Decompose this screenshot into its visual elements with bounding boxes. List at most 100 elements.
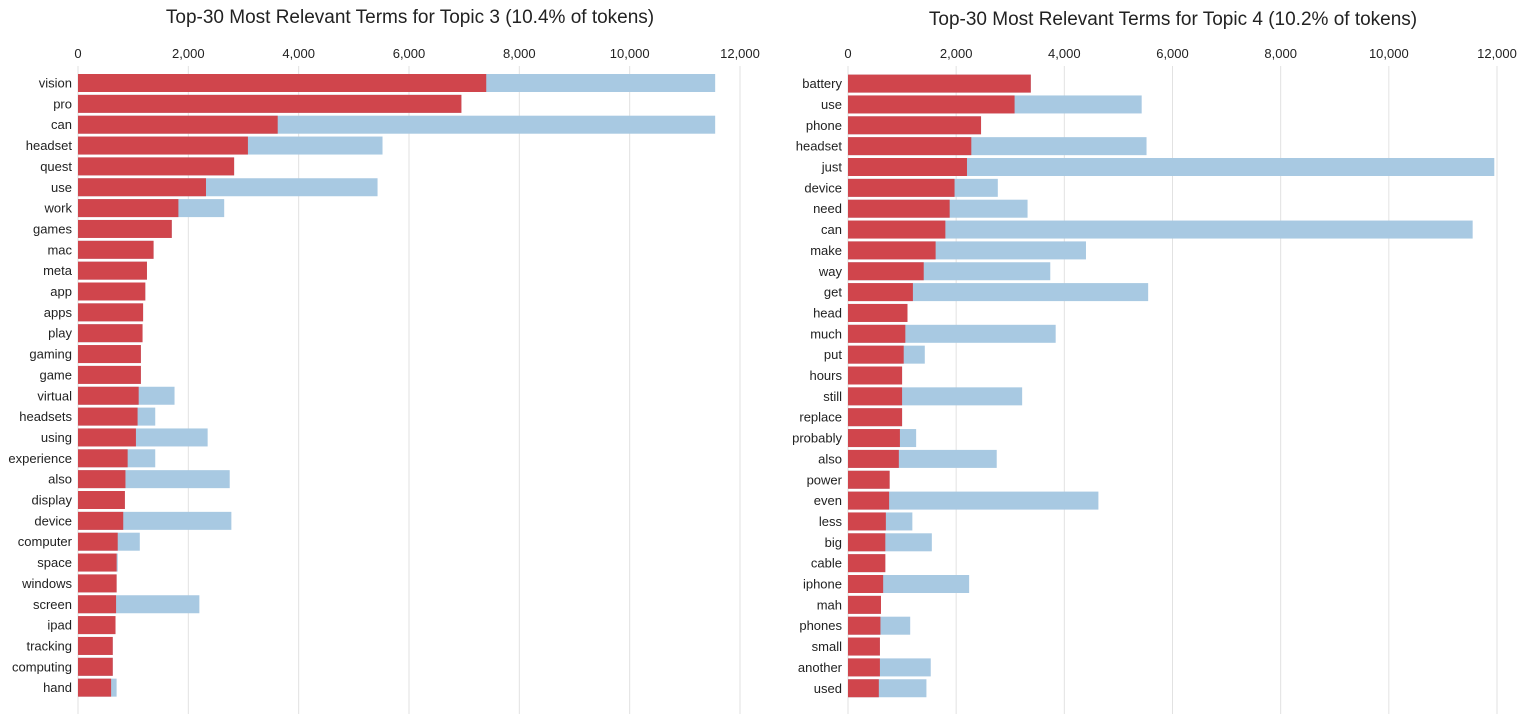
term-label[interactable]: phone — [806, 118, 842, 133]
topic-frequency-bar[interactable] — [848, 429, 900, 448]
topic-frequency-bar[interactable] — [848, 199, 950, 218]
topic-frequency-bar[interactable] — [78, 178, 206, 197]
topic-frequency-bar[interactable] — [848, 74, 1031, 93]
term-label[interactable]: pro — [53, 96, 72, 111]
term-label[interactable]: display — [32, 493, 73, 508]
term-label[interactable]: games — [33, 221, 73, 236]
topic-frequency-bar[interactable] — [78, 282, 146, 301]
topic-frequency-bar[interactable] — [78, 491, 125, 509]
term-label[interactable]: work — [44, 201, 73, 216]
term-label[interactable]: still — [823, 389, 842, 404]
topic-frequency-bar[interactable] — [78, 595, 117, 614]
term-label[interactable]: battery — [802, 76, 842, 91]
term-label[interactable]: ipad — [47, 618, 72, 633]
topic-frequency-bar[interactable] — [848, 324, 906, 343]
term-label[interactable]: much — [810, 326, 842, 341]
topic-frequency-bar[interactable] — [848, 470, 890, 489]
topic-frequency-bar[interactable] — [848, 616, 881, 635]
term-label[interactable]: big — [825, 535, 842, 550]
topic-frequency-bar[interactable] — [848, 658, 880, 677]
topic-frequency-bar[interactable] — [78, 449, 128, 468]
topic-frequency-bar[interactable] — [78, 240, 154, 259]
term-label[interactable]: space — [37, 555, 72, 570]
topic-frequency-bar[interactable] — [848, 303, 908, 322]
topic-frequency-bar[interactable] — [78, 657, 113, 676]
term-label[interactable]: app — [50, 284, 72, 299]
topic-frequency-bar[interactable] — [78, 345, 141, 364]
term-label[interactable]: experience — [8, 451, 72, 466]
topic-frequency-bar[interactable] — [848, 533, 886, 552]
term-label[interactable]: gaming — [29, 347, 72, 362]
overall-frequency-bar[interactable] — [848, 158, 1495, 176]
topic-frequency-bar[interactable] — [78, 553, 117, 572]
topic-frequency-bar[interactable] — [848, 449, 899, 468]
term-label[interactable]: tracking — [26, 638, 72, 653]
term-label[interactable]: replace — [799, 410, 842, 425]
topic-frequency-bar[interactable] — [848, 387, 903, 406]
topic-frequency-bar[interactable] — [848, 575, 884, 593]
topic-frequency-bar[interactable] — [78, 115, 278, 134]
topic-frequency-bar[interactable] — [848, 679, 879, 698]
term-label[interactable]: cable — [811, 556, 842, 571]
topic-frequency-bar[interactable] — [848, 512, 886, 531]
topic-frequency-bar[interactable] — [848, 95, 1015, 114]
topic-frequency-bar[interactable] — [848, 158, 967, 176]
term-label[interactable]: headset — [26, 138, 73, 153]
topic-frequency-bar[interactable] — [78, 324, 143, 343]
topic-frequency-bar[interactable] — [78, 199, 179, 218]
topic-frequency-bar[interactable] — [78, 303, 144, 322]
term-label[interactable]: windows — [21, 576, 72, 591]
term-label[interactable]: just — [821, 160, 843, 175]
topic-frequency-bar[interactable] — [78, 470, 126, 489]
term-label[interactable]: power — [807, 472, 843, 487]
topic-frequency-bar[interactable] — [848, 262, 924, 281]
overall-frequency-bar[interactable] — [848, 491, 1099, 510]
topic-frequency-bar[interactable] — [78, 74, 487, 92]
term-label[interactable]: iphone — [803, 577, 842, 592]
topic-frequency-bar[interactable] — [78, 407, 138, 426]
term-label[interactable]: use — [51, 180, 72, 195]
term-label[interactable]: play — [48, 326, 72, 341]
term-label[interactable]: can — [821, 222, 842, 237]
term-label[interactable]: vision — [39, 76, 72, 91]
topic-frequency-bar[interactable] — [78, 136, 248, 155]
term-label[interactable]: device — [804, 180, 842, 195]
topic-frequency-bar[interactable] — [78, 365, 141, 384]
term-label[interactable]: device — [34, 513, 72, 528]
topic-frequency-bar[interactable] — [78, 94, 462, 113]
term-label[interactable]: use — [821, 97, 842, 112]
term-label[interactable]: computer — [18, 534, 73, 549]
topic-frequency-bar[interactable] — [848, 137, 972, 156]
term-label[interactable]: virtual — [37, 388, 72, 403]
term-label[interactable]: hours — [809, 368, 842, 383]
topic-frequency-bar[interactable] — [848, 595, 881, 614]
term-label[interactable]: make — [810, 243, 842, 258]
term-label[interactable]: small — [812, 639, 842, 654]
topic-frequency-bar[interactable] — [78, 219, 172, 238]
term-label[interactable]: apps — [44, 305, 73, 320]
term-label[interactable]: game — [39, 367, 72, 382]
term-label[interactable]: also — [48, 472, 72, 487]
term-label[interactable]: mac — [47, 242, 72, 257]
term-label[interactable]: get — [824, 285, 842, 300]
topic-frequency-bar[interactable] — [78, 261, 147, 280]
term-label[interactable]: hand — [43, 680, 72, 695]
term-label[interactable]: less — [819, 514, 843, 529]
term-label[interactable]: computing — [12, 659, 72, 674]
topic-frequency-bar[interactable] — [848, 220, 946, 239]
term-label[interactable]: can — [51, 117, 72, 132]
topic-frequency-bar[interactable] — [848, 408, 903, 427]
topic-frequency-bar[interactable] — [78, 386, 139, 405]
topic-frequency-bar[interactable] — [78, 511, 124, 530]
term-label[interactable]: also — [818, 451, 842, 466]
topic-frequency-bar[interactable] — [78, 428, 136, 447]
term-label[interactable]: quest — [40, 159, 72, 174]
topic-frequency-bar[interactable] — [848, 554, 886, 573]
topic-frequency-bar[interactable] — [78, 532, 118, 551]
topic-frequency-bar[interactable] — [78, 574, 117, 593]
term-label[interactable]: used — [814, 681, 842, 696]
term-label[interactable]: headsets — [19, 409, 72, 424]
term-label[interactable]: meta — [43, 263, 73, 278]
term-label[interactable]: head — [813, 305, 842, 320]
topic-frequency-bar[interactable] — [848, 178, 955, 197]
